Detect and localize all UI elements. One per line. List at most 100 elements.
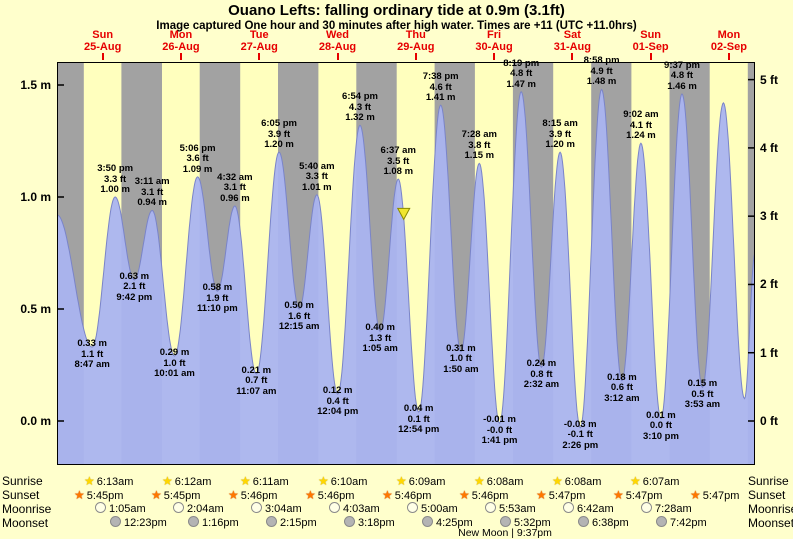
day-tick-mark: [258, 53, 261, 60]
astro-time-text: 5:46pm: [240, 490, 278, 502]
day-tick-mark: [493, 53, 496, 60]
astro-row-label-right: Sunset: [748, 488, 786, 502]
y-axis-left-label: 0.0 m: [20, 414, 51, 428]
tide-high-annotation: 6:05 pm 3.9 ft 1.20 m: [261, 118, 297, 151]
moonset-icon: [344, 516, 355, 527]
tide-low-annotation: 0.29 m 1.0 ft 10:01 am: [154, 347, 195, 380]
tide-high-annotation: 6:54 pm 4.3 ft 1.32 m: [342, 91, 378, 124]
day-label: Mon 02-Sep: [710, 29, 747, 53]
astro-time-text: 5:47pm: [548, 490, 586, 502]
y-axis-right-label: 4 ft: [760, 140, 778, 155]
tide-high-annotation: 3:50 pm 3.3 ft 1.00 m: [97, 163, 134, 195]
tide-high-annotation: 6:37 am 3.5 ft 1.08 m: [380, 145, 416, 178]
tide-high-annotation: 4:32 am 3.1 ft 0.96 m: [217, 171, 253, 204]
astro-time: ★ 6:10am: [318, 474, 367, 488]
astro-row-label-left: Moonrise: [2, 502, 52, 516]
sunrise-star-icon: ★: [318, 474, 329, 488]
astro-time-text: 3:18pm: [358, 517, 395, 529]
day-label: Sun 25-Aug: [84, 29, 122, 53]
sunrise-star-icon: ★: [240, 474, 251, 488]
astro-row-label-left: Sunrise: [2, 474, 43, 488]
astro-time: 3:18pm: [344, 516, 395, 529]
astro-time-text: 6:09am: [408, 476, 446, 488]
day-tick-mark: [336, 53, 339, 60]
moonrise-icon: [251, 502, 262, 513]
day-tick-mark: [571, 53, 574, 60]
astro-row-label-right: Sunrise: [748, 474, 789, 488]
tide-low-annotation: 0.24 m 0.8 ft 2:32 am: [523, 358, 560, 391]
astro-time-text: 6:13am: [96, 476, 134, 488]
tide-low-annotation: 0.21 m 0.7 ft 11:07 am: [236, 364, 277, 397]
astro-time-text: 5:47pm: [625, 490, 663, 502]
astro-time-text: 5:46pm: [394, 490, 432, 502]
tide-low-annotation: 0.15 m 0.5 ft 3:53 am: [684, 378, 721, 411]
astro-time-text: 5:47pm: [702, 490, 740, 502]
astro-time-text: 5:00am: [421, 503, 458, 515]
day-label: Sat 31-Aug: [553, 29, 591, 53]
astro-row-label-left: Sunset: [2, 488, 40, 502]
astro-time-text: 6:08am: [564, 476, 602, 488]
day-label: Wed 28-Aug: [318, 29, 357, 53]
astro-time: ★ 6:09am: [396, 474, 445, 488]
astro-time-text: 5:45pm: [86, 490, 124, 502]
astro-time-text: 2:04am: [187, 503, 224, 515]
moonset-icon: [110, 516, 121, 527]
tide-high-annotation: 3:11 am 3.1 ft 0.94 m: [134, 176, 170, 209]
tide-high-annotation: 8:19 pm 4.8 ft 1.47 m: [503, 57, 540, 90]
astro-row-label-right: Moonrise: [748, 502, 793, 516]
y-axis-right-label: 1 ft: [760, 345, 778, 360]
tide-high-annotation: 9:37 pm 4.8 ft 1.46 m: [664, 59, 700, 92]
astro-time-text: 5:45pm: [163, 490, 201, 502]
tide-low-annotation: 0.40 m 1.3 ft 1:05 am: [362, 322, 398, 355]
astro-time-text: 5:53am: [499, 503, 536, 515]
tide-low-annotation: -0.01 m -0.0 ft 1:41 pm: [481, 414, 518, 447]
astro-time-text: 12:23pm: [124, 517, 167, 529]
tide-low-annotation: 0.31 m 1.0 ft 1:50 am: [443, 342, 479, 375]
tide-low-annotation: 0.58 m 1.9 ft 11:10 pm: [197, 282, 238, 315]
tide-high-annotation: 5:40 am 3.3 ft 1.01 m: [299, 160, 335, 193]
sunset-star-icon: ★: [74, 488, 85, 502]
astro-time: ★ 5:47pm: [536, 488, 585, 502]
astro-time-text: 6:10am: [330, 476, 368, 488]
astro-time: ★ 5:45pm: [151, 488, 200, 502]
tide-low-annotation: 0.01 m 0.0 ft 3:10 pm: [643, 409, 679, 442]
tide-area: [57, 89, 755, 465]
tide-low-annotation: 0.12 m 0.4 ft 12:04 pm: [317, 385, 359, 418]
tide-low-annotation: 0.04 m 0.1 ft 12:54 pm: [398, 403, 440, 436]
day-label: Thu 29-Aug: [397, 29, 435, 53]
astro-time: 4:25pm: [422, 516, 473, 529]
astro-time: ★ 6:08am: [474, 474, 523, 488]
tide-low-annotation: 0.33 m 1.1 ft 8:47 am: [74, 338, 110, 371]
tide-chart: [57, 62, 755, 465]
astro-time-text: 4:03am: [343, 503, 380, 515]
sunrise-star-icon: ★: [552, 474, 563, 488]
sunset-star-icon: ★: [613, 488, 624, 502]
astro-time: 4:03am: [329, 502, 380, 515]
night-band: [747, 62, 755, 465]
tide-curve: [57, 88, 755, 429]
astro-time-text: 6:42am: [577, 503, 614, 515]
sunset-star-icon: ★: [690, 488, 701, 502]
tide-low-annotation: -0.03 m -0.1 ft 2:26 pm: [562, 418, 599, 451]
day-label: Tue 27-Aug: [240, 29, 278, 53]
sunset-star-icon: ★: [305, 488, 316, 502]
astro-time: ★ 6:08am: [552, 474, 601, 488]
tide-low-annotation: 0.18 m 0.6 ft 3:12 am: [604, 371, 640, 404]
astro-time: ★ 5:47pm: [690, 488, 739, 502]
astro-time-text: 2:15pm: [280, 517, 317, 529]
astro-time: 5:53am: [485, 502, 536, 515]
moonset-icon: [578, 516, 589, 527]
astro-time: 6:42am: [563, 502, 614, 515]
tide-high-annotation: 8:58 pm 4.9 ft 1.48 m: [583, 55, 620, 88]
tide-high-annotation: 5:06 pm 3.6 ft 1.09 m: [179, 142, 216, 175]
day-label: Sun 01-Sep: [632, 29, 669, 53]
sunset-star-icon: ★: [228, 488, 239, 502]
astro-time: ★ 5:46pm: [305, 488, 354, 502]
sunrise-star-icon: ★: [396, 474, 407, 488]
astro-time: 5:00am: [407, 502, 458, 515]
sunset-star-icon: ★: [151, 488, 162, 502]
day-tick-mark: [414, 53, 417, 60]
tide-low-annotation: 0.63 m 2.1 ft 9:42 pm: [116, 270, 153, 303]
tide-low-annotation: 0.50 m 1.6 ft 12:15 am: [278, 300, 320, 332]
